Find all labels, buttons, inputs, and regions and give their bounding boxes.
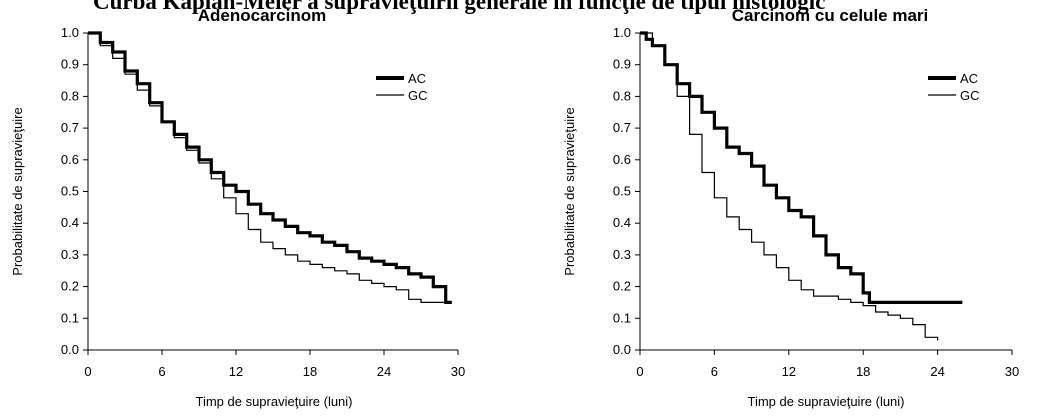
x-tick-label: 12 — [782, 364, 796, 379]
y-tick-label: 0.8 — [61, 88, 79, 103]
x-axis-label: Timp de supravieţuire (luni) — [195, 394, 352, 409]
y-tick-label: 0.2 — [61, 279, 79, 294]
y-tick-label: 0.8 — [613, 88, 631, 103]
legend-label: AC — [960, 71, 978, 86]
y-tick-label: 0.9 — [613, 57, 631, 72]
x-axis-label: Timp de supravieţuire (luni) — [747, 394, 904, 409]
x-tick-label: 6 — [711, 364, 718, 379]
y-tick-label: 0.3 — [613, 247, 631, 262]
figure-title: Curba Kaplan-Meier a supravieţuirii gene… — [93, 0, 826, 14]
chart-panel-1: Adenocarcinom 0.0 0.1 0.2 0.3 0.4 0.5 0.6 0.7 0.8… — [10, 6, 465, 409]
chart-panel-2: Carcinom cu celule mari 0.0 0.1 0.2 0.3 0.4 0.… — [562, 6, 1019, 409]
y-tick-label: 0.0 — [61, 342, 79, 357]
y-tick-label: 1.0 — [613, 25, 631, 40]
x-tick-label: 24 — [377, 364, 391, 379]
x-tick-label: 0 — [84, 364, 91, 379]
y-axis-label: Probabilitate de supravieţuire — [562, 107, 577, 275]
y-tick-label: 0.0 — [613, 342, 631, 357]
y-tick-label: 0.3 — [61, 247, 79, 262]
legend-label: AC — [408, 71, 426, 86]
x-tick-label: 24 — [930, 364, 944, 379]
y-tick-label: 0.6 — [613, 152, 631, 167]
y-tick-label: 0.1 — [613, 310, 631, 325]
x-tick-label: 0 — [636, 364, 643, 379]
x-tick-label: 30 — [451, 364, 465, 379]
x-tick-label: 18 — [303, 364, 317, 379]
x-tick-label: 18 — [856, 364, 870, 379]
series-line-ac — [88, 31, 452, 304]
x-tick-label: 12 — [229, 364, 243, 379]
y-tick-label: 0.4 — [613, 215, 631, 230]
y-tick-label: 1.0 — [61, 25, 79, 40]
x-tick-label: 30 — [1005, 364, 1019, 379]
panel-title: Carcinom cu celule mari — [732, 6, 929, 25]
x-tick-label: 6 — [158, 364, 165, 379]
legend-label: GC — [960, 88, 980, 103]
y-tick-label: 0.7 — [613, 120, 631, 135]
series-line-gc — [88, 32, 452, 303]
y-tick-label: 0.5 — [61, 184, 79, 199]
series-line-gc — [640, 32, 939, 341]
series-line-ac — [640, 31, 963, 304]
panel-title: Adenocarcinom — [198, 6, 326, 25]
y-tick-label: 0.7 — [61, 120, 79, 135]
y-tick-label: 0.5 — [613, 184, 631, 199]
y-tick-label: 0.2 — [613, 279, 631, 294]
y-tick-label: 0.9 — [61, 57, 79, 72]
y-tick-label: 0.4 — [61, 215, 79, 230]
y-axis-label: Probabilitate de supravieţuire — [10, 107, 25, 275]
y-tick-label: 0.6 — [61, 152, 79, 167]
y-tick-label: 0.1 — [61, 310, 79, 325]
legend-label: GC — [408, 88, 428, 103]
